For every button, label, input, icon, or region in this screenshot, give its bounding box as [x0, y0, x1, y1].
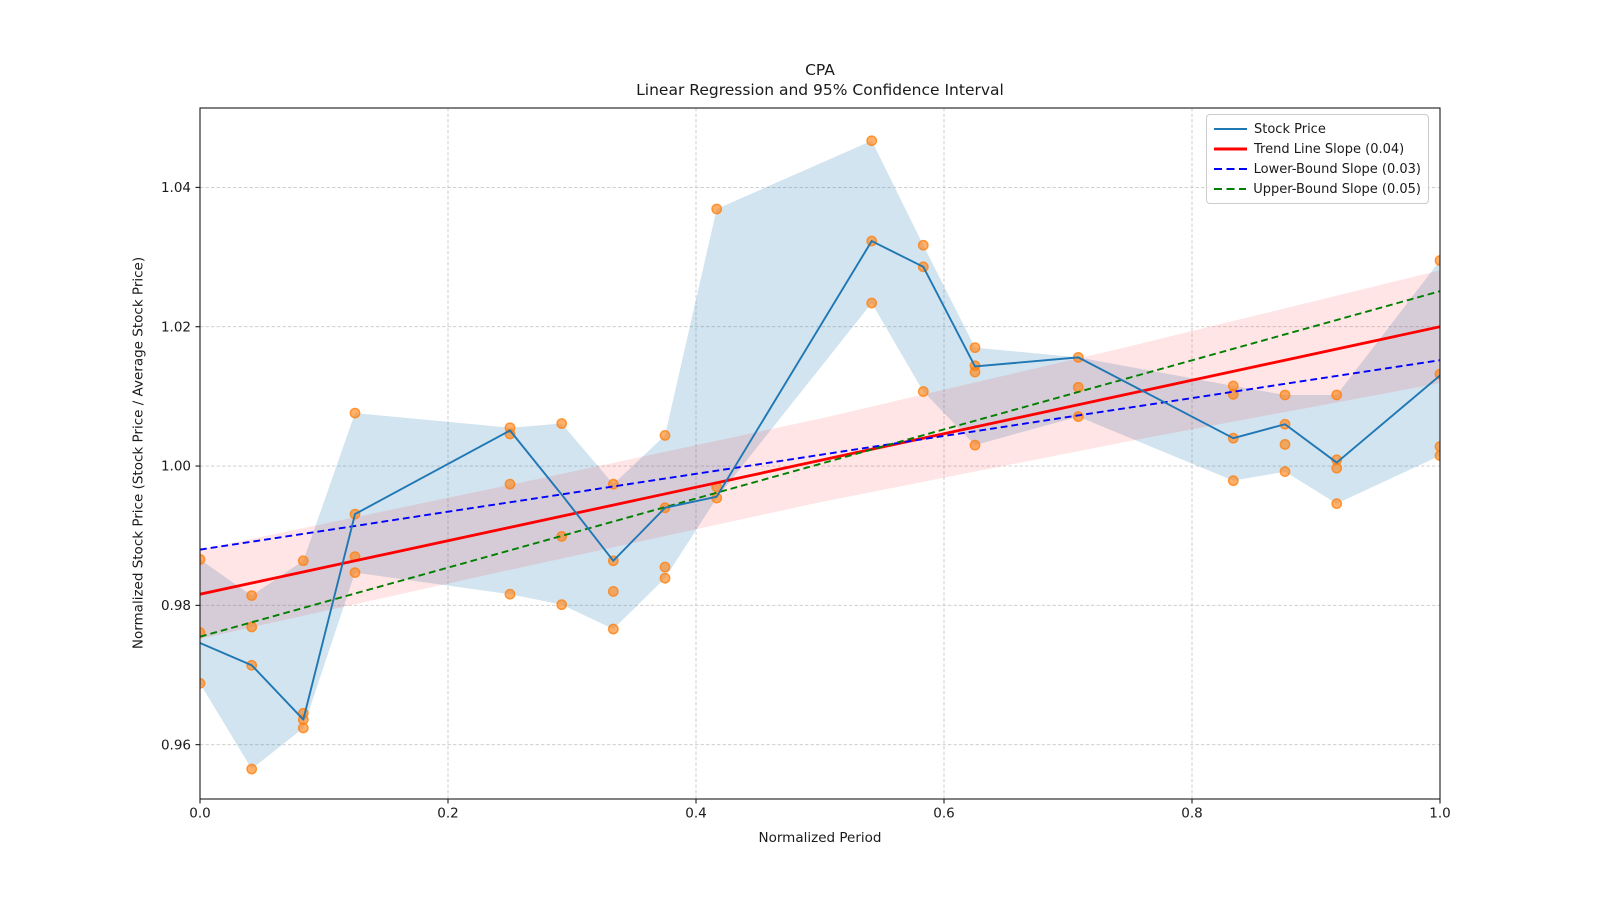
scatter-point	[711, 203, 723, 215]
y-tick-label: 0.96	[161, 737, 191, 753]
scatter-point	[1279, 389, 1291, 401]
x-tick-label: 0.2	[437, 806, 458, 822]
y-tick-label: 1.02	[161, 319, 191, 335]
legend-line-sample	[1214, 168, 1247, 170]
legend-label: Trend Line Slope (0.04)	[1254, 141, 1405, 157]
legend: Stock Price Trend Line Slope (0.04) Lower-…	[1206, 114, 1429, 204]
x-axis-label: Normalized Period	[758, 830, 882, 846]
scatter-point	[297, 555, 309, 567]
scatter-point	[659, 429, 671, 441]
legend-line-sample	[1214, 188, 1247, 190]
chart-title: CPA Linear Regression and 95% Confidence…	[200, 61, 1440, 100]
scatter-point	[556, 418, 568, 429]
scatter-point	[1072, 381, 1084, 393]
x-tick-label: 1.0	[1429, 806, 1450, 822]
scatter-point	[1434, 441, 1440, 452]
legend-line-sample	[1214, 128, 1247, 130]
scatter-point	[607, 623, 619, 635]
scatter-point	[504, 478, 516, 490]
scatter-point	[659, 561, 671, 573]
scatter-point	[349, 567, 361, 579]
scatter-point	[607, 586, 619, 597]
y-tick-label: 0.98	[161, 598, 191, 614]
scatter-point	[917, 386, 929, 397]
x-tick-label: 0.0	[189, 806, 210, 822]
lower-bound-line	[200, 359, 1440, 551]
scatter-point	[349, 407, 361, 419]
scatter-point	[969, 439, 981, 451]
scatter-point	[246, 590, 258, 602]
y-axis-label: Normalized Stock Price (Stock Price / Av…	[130, 256, 147, 650]
scatter-point	[556, 599, 568, 611]
stock-price-line	[200, 240, 1440, 721]
legend-item: Trend Line Slope (0.04)	[1214, 139, 1421, 159]
legend-label: Lower-Bound Slope (0.03)	[1253, 161, 1421, 177]
scatter-point	[866, 135, 878, 147]
scatter-point	[1331, 462, 1343, 474]
scatter-point	[866, 297, 878, 309]
scatter-point	[297, 722, 309, 734]
scatter-point	[504, 588, 516, 600]
legend-item: Stock Price	[1214, 119, 1421, 139]
scatter-point	[969, 366, 981, 378]
scatter-point	[1434, 450, 1440, 461]
chart-title-line2: Linear Regression and 95% Confidence Int…	[636, 80, 1004, 99]
legend-item: Lower-Bound Slope (0.03)	[1214, 159, 1421, 179]
chart-title-line1: CPA	[805, 61, 835, 79]
y-tick-label: 1.00	[161, 459, 191, 475]
legend-line-sample	[1214, 147, 1247, 151]
x-tick-label: 0.6	[933, 806, 954, 822]
y-tick-label: 1.04	[161, 180, 191, 196]
scatter-point	[659, 572, 671, 584]
scatter-point	[1227, 475, 1239, 487]
scatter-point	[1331, 389, 1343, 401]
scatter-point	[246, 621, 258, 633]
stock-confidence-band	[200, 140, 1440, 770]
scatter-point	[1434, 255, 1440, 266]
x-tick-label: 0.8	[1181, 806, 1202, 822]
scatter-point	[917, 239, 929, 251]
scatter-point	[1331, 498, 1343, 510]
scatter-point	[969, 342, 981, 354]
scatter-point	[1279, 466, 1291, 478]
scatter-point	[1072, 411, 1084, 422]
plot-border	[199, 107, 1441, 800]
trend-line	[200, 325, 1440, 596]
legend-label: Upper-Bound Slope (0.05)	[1253, 181, 1421, 197]
scatter-point	[1279, 439, 1291, 450]
x-tick-label: 0.4	[685, 806, 706, 822]
scatter-point	[246, 763, 258, 775]
legend-label: Stock Price	[1254, 121, 1326, 137]
legend-item: Upper-Bound Slope (0.05)	[1214, 179, 1421, 199]
upper-bound-line	[200, 290, 1440, 638]
